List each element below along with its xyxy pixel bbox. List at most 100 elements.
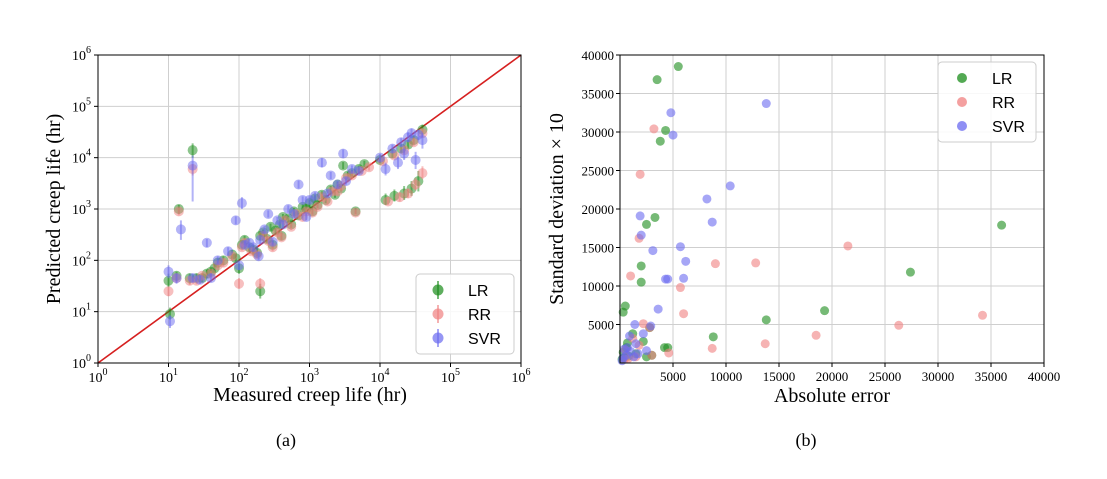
panel-a-point [383,196,394,207]
panel-b-point [652,75,662,85]
panel-b-point [675,283,685,293]
panel-a-point [380,164,391,175]
panel-a-point [255,286,266,297]
panel-b-x-tick-label: 40000 [1028,369,1061,384]
panel-b-y-tick-label: 15000 [582,241,615,256]
panel-a-point [297,194,308,205]
panel-b-y-tick-label: 20000 [582,202,615,217]
panel-b-point [725,181,735,191]
panel-a-point [253,251,264,262]
panel-a-legend-marker [432,332,444,344]
panel-b-point [638,319,648,329]
panel-a-point [322,188,333,199]
panel-b-x-tick-label: 30000 [922,369,955,384]
panel-b-point [618,307,628,317]
panel-a-x-tick-label: 103 [300,367,319,386]
panel-a-legend-marker [432,284,444,296]
panel-a-point [205,273,216,284]
panel-a-point [322,196,333,207]
panel-b-point [642,219,651,229]
panel-a-point [173,206,184,217]
panel-b-points [617,62,1007,366]
panel-a-point [259,224,270,235]
panel-b-y-tick-label: 35000 [582,87,615,102]
panel-b-grid [620,54,1045,363]
panel-b-point [626,271,636,281]
panel-a-point [163,286,174,297]
panel-b-point [655,136,665,146]
panel-b-legend-label: SVR [992,119,1025,136]
panel-a-point [301,211,312,222]
panel-b-point [635,169,645,179]
panel-b-point [625,331,635,341]
panel-a-point [267,236,278,247]
panel-a-legend-label: SVR [468,331,501,348]
panel-b-legend-marker [957,73,967,83]
panel-b-point [619,344,629,354]
panel-a-point [277,219,288,230]
panel-b-point [653,304,663,314]
panel-b-point [635,211,645,221]
panel-a-legend-marker [432,308,444,320]
panel-b-point [636,261,646,271]
panel-b-y-ticks: 5000 10000 15000 20000 25000 30000 35000 40000 [582,48,620,333]
panel-a-point [392,157,403,168]
panel-a: 100 101 102 103 104 105 106 100 101 102 103 104 105… [43,45,531,451]
panel-b-point [664,348,674,358]
panel-b-point [648,246,658,256]
panel-a-y-tick-label: 105 [72,96,91,115]
panel-a-x-tick-label: 105 [441,367,460,386]
panel-a-point [364,162,375,173]
panel-b-point [760,339,770,349]
panel-b-legend-marker [957,121,967,131]
panel-a-point [399,148,410,159]
panel-b-point [650,212,660,222]
panel-a-point [332,179,343,190]
panel-b-point [663,274,673,284]
panel-a-point [230,215,241,226]
panel-b-point [666,108,676,118]
panel-b-point [702,194,712,204]
panel-a-legend-label: LR [468,283,488,300]
panel-a-point [403,188,414,199]
panel-a-point [375,152,385,163]
panel-a-point [195,274,206,285]
panel-a-y-axis-label: Predicted creep life (hr) [43,114,65,304]
panel-a-point [387,143,398,154]
panel-a-y-ticks: 100 101 102 103 104 105 106 [72,45,98,372]
panel-b-y-tick-label: 30000 [582,125,615,140]
panel-b-point [661,125,671,135]
panel-a-point [234,278,244,289]
panel-a-point [248,242,259,253]
panel-a-x-ticks: 100 101 102 103 104 105 106 [89,363,531,386]
panel-b-point [751,258,761,268]
panel-b-legend-label: RR [992,95,1015,112]
panel-a-point [276,232,287,243]
panel-b-x-axis-label: Absolute error [774,385,890,407]
panel-b-point [668,130,678,140]
panel-b-point [673,62,683,72]
panel-b-point [636,277,646,287]
panel-b-legend-marker [957,97,967,107]
panel-b-point [675,242,685,252]
panel-a-point [163,266,174,277]
panel-b-y-tick-label: 40000 [582,48,615,63]
panel-a-point [353,165,364,176]
panel-b-point [761,99,771,109]
panel-b-y-axis-label: Standard deviation × 10 [546,113,568,305]
panel-a-point [417,135,428,146]
panel-b-point [708,332,718,342]
panel-b-point [811,330,821,340]
panel-b-point [894,320,904,330]
panel-b-point [707,343,717,353]
panel-b-x-ticks: 5000 10000 15000 20000 25000 30000 35000 40000 [660,363,1060,384]
panel-b-x-tick-label: 15000 [763,369,796,384]
panel-b-legend: LR RR SVR [937,61,1037,143]
panel-b-point [710,259,720,269]
panel-a-point [187,160,198,171]
panel-a-x-tick-label: 101 [159,367,178,386]
panel-a-series-svr [163,128,428,329]
panel-b-point [707,217,717,227]
panel-b-point [681,256,691,266]
panel-a-point [255,278,266,289]
